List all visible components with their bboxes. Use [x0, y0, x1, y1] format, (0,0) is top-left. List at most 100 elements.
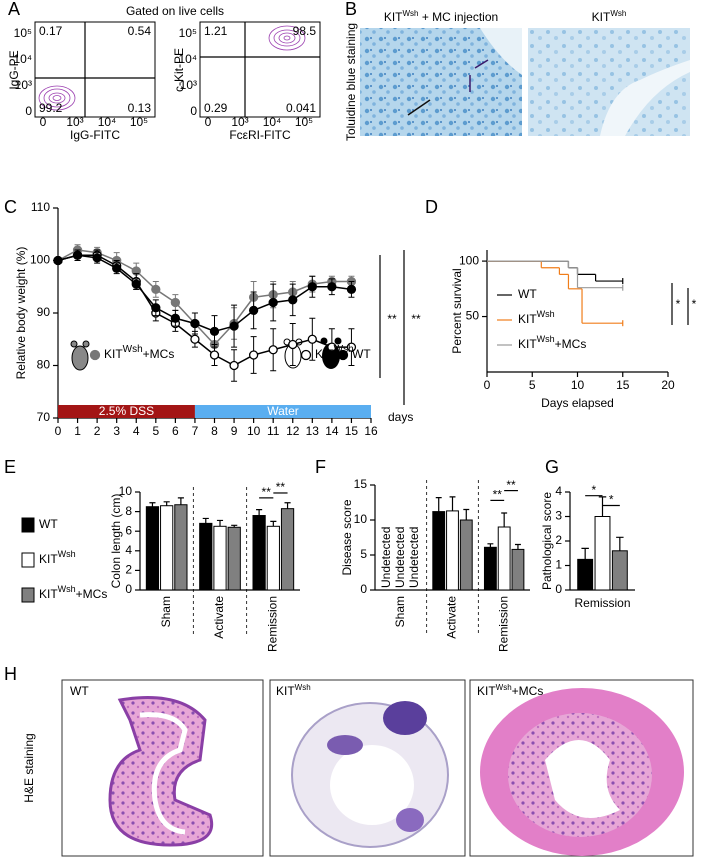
bar	[577, 558, 594, 591]
legend-label-part: WT	[518, 287, 537, 301]
quadrant-value: 98.5	[293, 24, 317, 38]
y-tick-label: 0	[360, 582, 367, 596]
legend-label-part: Wsh	[58, 584, 76, 594]
bar	[446, 510, 459, 591]
legend-label-part: +MCs	[76, 587, 108, 601]
error-bar	[284, 502, 291, 509]
marker	[288, 339, 298, 350]
flow-x-tick: 10⁵	[130, 115, 148, 129]
x-tick-label: 15	[345, 424, 359, 438]
histology-title: WT	[70, 684, 89, 698]
marker	[92, 253, 102, 263]
marker	[131, 279, 141, 289]
legend-label: WT	[39, 517, 58, 531]
histology-title-part: Wsh	[295, 683, 311, 692]
annotation: **	[506, 478, 516, 492]
panel-label: D	[425, 197, 438, 217]
x-axis-label: days	[388, 410, 413, 424]
error-bar	[514, 543, 521, 550]
legend-swatch	[21, 587, 35, 603]
marker	[229, 321, 239, 331]
annotation: *	[609, 493, 614, 507]
category-label: Sham	[159, 596, 173, 627]
legend-label: KITWsh+MCs	[39, 584, 107, 601]
legend-label-part: Wsh	[58, 549, 76, 559]
flow-x-tick: 10⁵	[295, 115, 313, 129]
bar	[459, 519, 473, 591]
tissue	[327, 735, 363, 755]
flow-y-tick: 10³	[15, 78, 32, 92]
y-tick-label: 5	[360, 547, 367, 561]
x-tick-label: 14	[325, 424, 339, 438]
flow-frame	[34, 21, 156, 118]
x-tick-label: 4	[133, 424, 140, 438]
histology-title-part: WT	[70, 684, 89, 698]
flow-x-tick: 0	[40, 115, 47, 129]
legend-label: KITWsh+MCs	[518, 334, 586, 351]
marker	[151, 284, 161, 295]
y-tick-label: 2	[555, 533, 562, 547]
x-tick-label: 1	[74, 424, 81, 438]
x-tick-label: 13	[306, 424, 320, 438]
y-tick-label: 2	[125, 563, 132, 577]
y-tick-label: 3	[555, 509, 562, 523]
flow-y-tick: 10⁵	[14, 26, 32, 40]
legend-label-part: KIT	[518, 312, 537, 326]
x-tick-label: 12	[286, 424, 300, 438]
marker	[190, 318, 200, 329]
x-tick-label: 2	[94, 424, 101, 438]
error-bar	[202, 517, 209, 524]
error-bar	[598, 496, 607, 517]
bar	[145, 506, 160, 591]
quadrant-value: 99.2	[39, 101, 63, 115]
bar	[594, 516, 611, 591]
flow-ylabel: IgG-PE	[7, 50, 21, 89]
y-tick-label: 0	[555, 582, 562, 596]
category-label: Sham	[393, 596, 407, 627]
value-label: Undetected	[407, 527, 421, 588]
phase-label: Water	[267, 404, 299, 418]
error-bar	[163, 501, 170, 506]
marker	[288, 295, 298, 305]
quadrant-value: 1.21	[204, 24, 228, 38]
annotation: **	[387, 312, 397, 326]
legend-label-part: KIT	[39, 552, 58, 566]
error-bar	[487, 543, 494, 548]
micrograph-title: KITWsh + MC injection	[384, 9, 498, 25]
phase-bar	[194, 405, 371, 418]
x-tick-label: 9	[231, 424, 238, 438]
y-tick-label: 100	[459, 253, 479, 267]
quadrant-value: 0.29	[204, 101, 228, 115]
x-tick-label: 16	[364, 424, 378, 438]
y-tick-label: 10	[354, 512, 368, 526]
flow-x-tick: 10⁴	[98, 115, 117, 129]
annotation: *	[591, 483, 596, 497]
error-bar	[270, 520, 277, 527]
bar	[611, 550, 628, 591]
y-tick-label: 4	[555, 484, 562, 498]
y-axis-label: Disease score	[340, 499, 354, 575]
contour	[38, 85, 76, 111]
marker	[190, 334, 200, 344]
bar	[432, 511, 446, 591]
marker	[307, 282, 317, 292]
micrograph-title: KITWsh	[592, 9, 627, 25]
flow-ylabel: c-Kit-PE	[172, 48, 186, 92]
panel-label: E	[4, 457, 16, 477]
marker	[248, 305, 259, 316]
legend-label-part: WT	[39, 517, 58, 531]
error-bar	[501, 512, 508, 527]
x-tick-label: 6	[172, 424, 179, 438]
micrograph-title-part: Wsh	[610, 9, 626, 18]
flow-x-tick: 10³	[231, 115, 248, 129]
category-label: Remission	[496, 596, 510, 652]
error-bar	[581, 547, 589, 560]
marker	[327, 282, 337, 292]
error-bar	[449, 496, 456, 511]
y-tick-label: 0	[125, 582, 132, 596]
y-tick-label: 100	[30, 253, 50, 267]
error-bar	[149, 502, 156, 507]
error-bar	[231, 524, 238, 528]
bar	[266, 525, 280, 591]
